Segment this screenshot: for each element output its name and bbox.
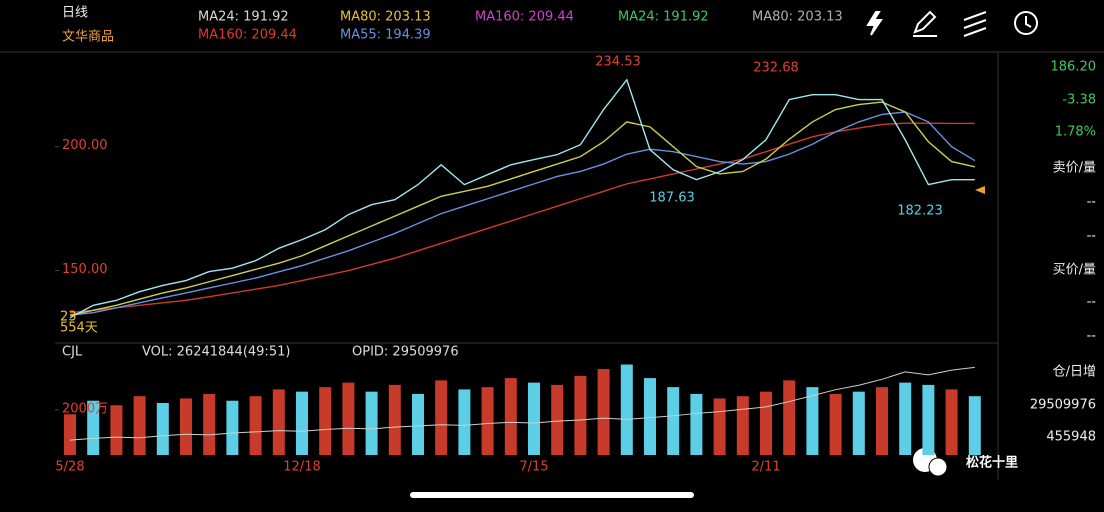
volume-bar (667, 387, 680, 455)
side-panel: 186.20 -3.38 1.78% 卖价/量 -- -- 买价/量 -- --… (1030, 60, 1096, 445)
lines-icon[interactable] (963, 11, 987, 37)
toolbar (866, 10, 1038, 37)
volume-bar (597, 369, 610, 455)
volume-bar (481, 387, 494, 455)
volume-bar (64, 414, 76, 455)
volume-bar (528, 382, 540, 455)
price-line (69, 111, 976, 316)
volume-bar (760, 391, 772, 455)
volume-name: CJL (62, 345, 83, 360)
volume-bar (852, 391, 865, 455)
volume-bar (806, 387, 819, 455)
volume-bar (458, 389, 471, 455)
volume-bar (713, 398, 726, 455)
volume-bar (899, 382, 912, 455)
clock-hands (1025, 16, 1032, 28)
volume-value: VOL: 26241844(49:51) (142, 345, 290, 360)
price-line (69, 101, 975, 316)
volume-bar (133, 396, 146, 455)
change: -3.38 (1062, 93, 1096, 108)
draw-icon[interactable] (913, 10, 937, 37)
opid-value: OPID: 29509976 (352, 345, 459, 360)
y-tick-label: 2000万 (62, 401, 108, 416)
volume-bar (690, 393, 703, 455)
y-tick-label: 150.00 (62, 262, 108, 277)
corner-label: 554天 (60, 321, 98, 336)
flash-icon[interactable] (866, 11, 883, 36)
volume-bar (226, 400, 239, 455)
oi-line (69, 366, 975, 441)
open-interest: 29509976 (1030, 398, 1096, 413)
extreme-label: 232.68 (753, 61, 799, 76)
indicator: MA24: 191.92 (198, 10, 289, 25)
volume-bar (412, 393, 424, 455)
indicator: MA160: 209.44 (475, 10, 574, 25)
volume-bar (644, 378, 656, 455)
corner-label: 23 (60, 310, 77, 325)
indicator: MA80: 203.13 (752, 10, 843, 25)
y-tick-label: 200.00 (62, 138, 108, 153)
wechat-icon (928, 457, 948, 477)
volume-bar (504, 378, 517, 455)
volume-bar (272, 389, 285, 455)
price-line (69, 78, 975, 319)
price-line (69, 122, 975, 314)
volume-bar (922, 384, 935, 455)
volume-bar (574, 375, 587, 455)
volume-bar (620, 364, 633, 455)
indicator: MA55: 194.39 (340, 28, 431, 43)
volume-bar (435, 380, 448, 455)
volume-bar (783, 380, 796, 455)
period[interactable]: 日线 (62, 6, 88, 21)
symbol-name[interactable]: 文华商品 (62, 30, 114, 45)
volume-bar (342, 382, 355, 455)
ask-title: 卖价/量 (1053, 161, 1096, 176)
ask: -- (1087, 195, 1097, 210)
extreme-label: 182.23 (897, 204, 943, 219)
volume-bar (876, 387, 888, 455)
volume-bar (87, 400, 100, 455)
home-indicator (410, 492, 694, 498)
bid-title: 买价/量 (1053, 263, 1096, 278)
x-tick-label: 5/28 (55, 460, 84, 475)
indicator: MA24: 191.92 (618, 10, 709, 25)
watermark: 松花十里 (966, 455, 1018, 471)
extreme-label: 234.53 (595, 55, 641, 70)
price-marker (975, 186, 985, 194)
volume-bar (365, 391, 378, 455)
volume-bar (968, 396, 981, 455)
bid: -- (1087, 329, 1097, 344)
oi-title: 仓/日增 (1053, 365, 1096, 380)
volume-bar (388, 384, 401, 455)
volume-bar (180, 398, 192, 455)
indicator: MA160: 209.44 (198, 28, 297, 43)
x-tick-label: 2/11 (751, 460, 780, 475)
x-tick-label: 12/18 (283, 460, 320, 475)
last-price: 186.20 (1051, 60, 1097, 75)
volume-bar (110, 405, 123, 455)
bid: -- (1087, 295, 1097, 310)
clock-icon[interactable] (1014, 11, 1038, 35)
change-pct: 1.78% (1055, 125, 1096, 140)
indicator: MA80: 203.13 (340, 10, 431, 25)
volume-bar (156, 402, 169, 455)
volume-bar (829, 393, 842, 455)
ask: -- (1087, 229, 1097, 244)
volume-bar (296, 391, 308, 455)
oi-change: 455948 (1046, 430, 1096, 445)
volume-bar (203, 393, 216, 455)
extreme-label: 187.63 (649, 191, 695, 206)
volume-bar (736, 396, 749, 455)
volume-bar (945, 389, 958, 455)
volume-bar (551, 384, 564, 455)
x-tick-label: 7/15 (519, 460, 548, 475)
volume-bar (319, 387, 332, 455)
volume-bar (249, 396, 262, 455)
